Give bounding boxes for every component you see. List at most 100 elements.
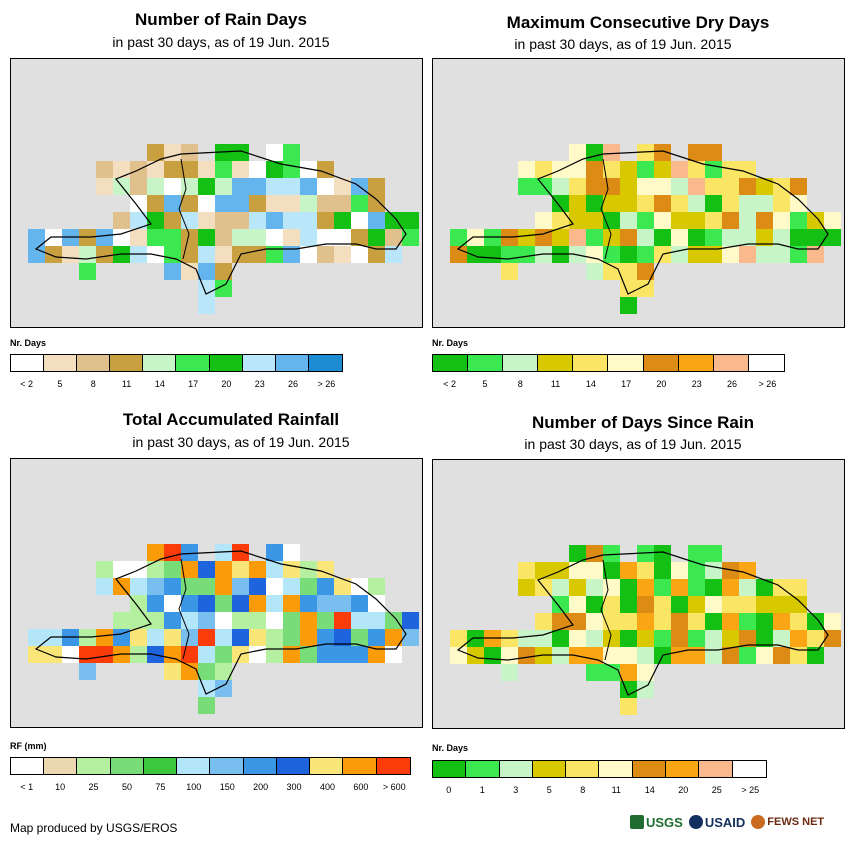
max-dry-days-grid-cell [654,178,671,195]
days-since-rain-legend-tick: 11 [611,785,621,795]
total-rainfall-grid-cell [164,595,181,612]
rain-days-grid-cell [300,178,317,195]
max-dry-days-grid-cell [620,229,637,246]
days-since-rain-grid-cell [756,579,773,596]
rain-days-grid-cell [232,229,249,246]
max-dry-days-grid-cell [586,161,603,178]
total-rainfall-legend-ticks: < 1 10 25 50 75 100 150 200 300 400 600 > 600 [10,782,411,794]
days-since-rain-grid-cell [535,630,552,647]
days-since-rain-grid-cell [739,630,756,647]
total-rainfall-legend-tick: 300 [286,782,302,792]
days-since-rain-legend-swatch [599,761,633,777]
max-dry-days-grid-cell [756,212,773,229]
max-dry-days-grid-cell [620,161,637,178]
days-since-rain-grid-cell [620,698,637,715]
total-rainfall-grid-cell [317,612,334,629]
days-since-rain-grid-cell [722,579,739,596]
total-rainfall-legend-swatch [11,758,45,774]
rain-days-grid-cell [266,212,283,229]
max-dry-days-legend-ticks: < 2 5 8 11 14 17 20 23 26 > 26 [432,379,785,391]
max-dry-days-grid-cell [705,229,722,246]
total-rainfall-grid-cell [317,578,334,595]
max-dry-days-grid-cell [739,178,756,195]
rain-days-grid-cell [215,246,232,263]
max-dry-days-grid-cell [722,195,739,212]
max-dry-days-grid-cell [620,212,637,229]
max-dry-days-grid-cell [705,246,722,263]
rain-days-grid-cell [283,212,300,229]
total-rainfall-grid-cell [385,646,402,663]
days-since-rain-grid-cell [637,613,654,630]
total-rainfall-grid-cell [368,595,385,612]
total-rainfall-grid-cell [113,561,130,578]
total-rainfall-legend-tick: 25 [88,782,99,792]
max-dry-days-grid-cell [705,178,722,195]
days-since-rain-legend-swatch [632,761,667,777]
days-since-rain-grid-cell [467,647,484,664]
max-dry-days-map-svg [450,144,841,314]
days-since-rain-grid-cell [620,579,637,596]
rain-days-legend-tick: > 26 [317,379,336,389]
rain-days-grid-cell [181,195,198,212]
total-rainfall-grid-cell [147,629,164,646]
days-since-rain-legend-ticks: 0 1 3 5 8 11 14 20 25 > 25 [432,785,767,797]
rain-days-legend-tick: 20 [221,379,232,389]
days-since-rain-grid-cell [569,579,586,596]
total-rainfall-map [10,458,423,728]
days-since-rain-grid-cell [807,647,824,664]
rain-days-grid-cell [249,246,266,263]
total-rainfall-grid-cell [266,612,283,629]
rain-days-grid-cell [385,229,402,246]
rain-days-grid-cell [198,263,215,280]
max-dry-days-grid-cell [586,178,603,195]
rain-days-grid-cell [62,246,79,263]
max-dry-days-grid-cell [535,161,552,178]
rain-days-legend-tick: 5 [57,379,63,389]
panel-4-legend-label: Nr. Days [432,743,469,753]
rain-days-grid-cell [164,161,181,178]
max-dry-days-grid-cell [467,246,484,263]
days-since-rain-grid-cell [654,562,671,579]
total-rainfall-grid-cell [198,663,215,680]
total-rainfall-grid-cell [283,595,300,612]
max-dry-days-grid-cell [722,178,739,195]
rain-days-legend-tick: 11 [121,379,132,389]
days-since-rain-grid-cell [756,613,773,630]
rain-days-grid-cell [249,161,266,178]
total-rainfall-legend-swatch [143,758,178,774]
max-dry-days-grid-cell [569,195,586,212]
rain-days-grid-cell [198,229,215,246]
total-rainfall-grid-cell [198,612,215,629]
max-dry-days-grid-cell [654,229,671,246]
rain-days-grid-cell [164,229,181,246]
total-rainfall-grid-cell [130,629,147,646]
total-rainfall-grid-cell [249,646,266,663]
days-since-rain-grid-cell [705,562,722,579]
max-dry-days-grid-cell [739,246,756,263]
total-rainfall-legend-swatch [376,758,410,774]
total-rainfall-grid-cell [249,561,266,578]
max-dry-days-grid-cell [705,144,722,161]
max-dry-days-grid-cell [552,229,569,246]
max-dry-days-grid-cell [518,161,535,178]
rain-days-grid-cell [317,246,334,263]
days-since-rain-legend-tick: 14 [644,785,655,795]
total-rainfall-grid-cell [147,578,164,595]
rain-days-grid-cell [96,161,113,178]
panel-3-legend-label: RF (mm) [10,741,47,751]
days-since-rain-grid-cell [603,579,620,596]
rain-days-map [10,58,423,328]
rain-days-grid-cell [368,212,385,229]
max-dry-days-grid-cell [535,212,552,229]
rain-days-grid-cell [351,212,368,229]
days-since-rain-grid-cell [620,681,637,698]
rain-days-grid-cell [130,229,147,246]
days-since-rain-grid-cell [688,562,705,579]
days-since-rain-grid-cell [501,647,518,664]
total-rainfall-grid-cell [198,561,215,578]
total-rainfall-grid-cell [215,612,232,629]
rain-days-grid-cell [198,178,215,195]
max-dry-days-grid-cell [824,229,841,246]
rain-days-grid-cell [215,263,232,280]
total-rainfall-grid-cell [164,544,181,561]
